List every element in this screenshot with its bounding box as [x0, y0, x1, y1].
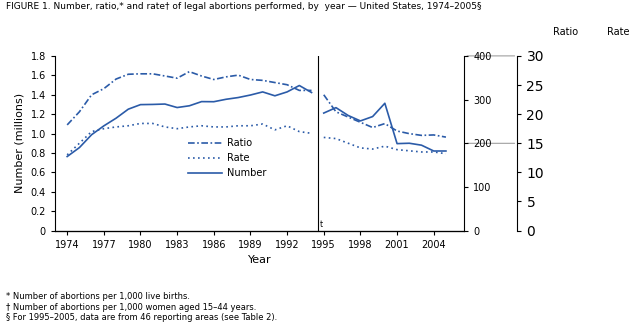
- Text: Ratio: Ratio: [553, 27, 578, 37]
- Text: FIGURE 1. Number, ratio,* and rate† of legal abortions performed, by  year — Uni: FIGURE 1. Number, ratio,* and rate† of l…: [6, 2, 482, 11]
- Legend: Ratio, Rate, Number: Ratio, Rate, Number: [184, 135, 270, 182]
- Text: Rate: Rate: [607, 27, 630, 37]
- Text: t: t: [319, 220, 322, 229]
- Y-axis label: Number (millions): Number (millions): [15, 93, 25, 193]
- Text: * Number of abortions per 1,000 live births.
† Number of abortions per 1,000 wom: * Number of abortions per 1,000 live bir…: [6, 292, 278, 322]
- X-axis label: Year: Year: [248, 255, 271, 265]
